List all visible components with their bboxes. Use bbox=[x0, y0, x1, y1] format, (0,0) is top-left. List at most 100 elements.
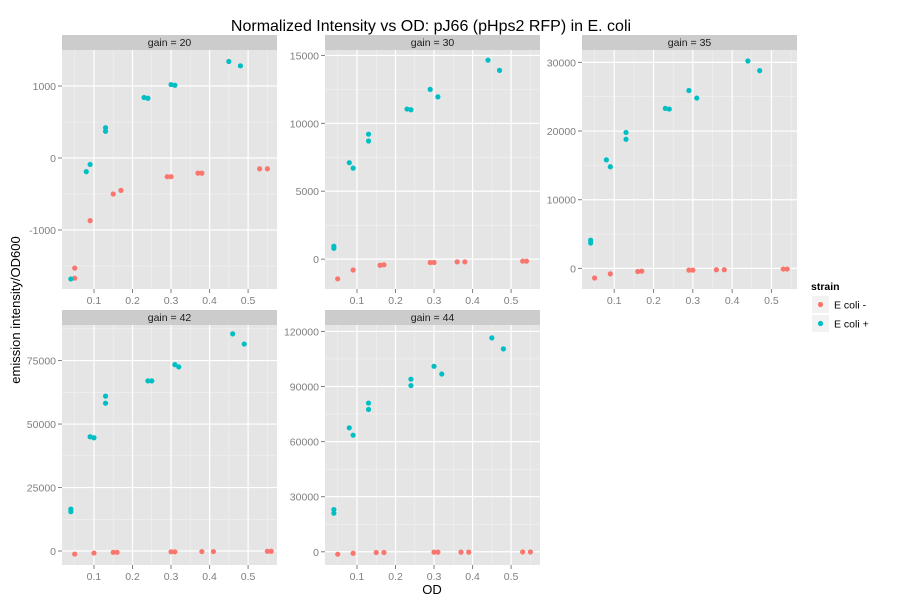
y-tick-label: 120000 bbox=[284, 326, 319, 338]
legend-title: strain bbox=[811, 281, 840, 293]
data-point-ecoli-plus bbox=[365, 400, 372, 406]
legend-label: E coli + bbox=[834, 319, 869, 331]
data-point-ecoli-minus bbox=[635, 268, 641, 275]
y-tick-label: 0 bbox=[50, 546, 56, 558]
data-point-ecoli-minus bbox=[172, 549, 178, 555]
panel-background bbox=[62, 50, 277, 289]
data-point-ecoli-minus bbox=[335, 276, 341, 282]
x-tick-label: 0.1 bbox=[607, 295, 622, 307]
data-point-ecoli-plus bbox=[666, 106, 672, 112]
data-point-ecoli-plus bbox=[68, 276, 74, 282]
panel-gain-35: gain = 35 0 10000 20000 30000 0.1 0.2 0.3 0.4 0.5 bbox=[547, 35, 797, 307]
facet-strip-label: gain = 30 bbox=[411, 37, 455, 49]
data-point-ecoli-plus bbox=[496, 67, 503, 73]
data-point-ecoli-plus bbox=[745, 58, 751, 64]
x-tick-label: 0.2 bbox=[125, 295, 140, 307]
data-point-ecoli-plus bbox=[172, 362, 178, 368]
data-point-ecoli-minus bbox=[454, 259, 460, 265]
data-point-ecoli-plus bbox=[176, 364, 182, 370]
y-tick-label: 30000 bbox=[290, 492, 319, 504]
data-point-ecoli-minus bbox=[110, 191, 116, 197]
data-point-ecoli-plus bbox=[68, 509, 74, 515]
x-tick-label: 0.4 bbox=[465, 571, 480, 583]
x-tick-label: 0.5 bbox=[764, 295, 779, 307]
data-point-ecoli-minus bbox=[350, 267, 356, 273]
legend-marker bbox=[817, 320, 824, 327]
data-point-ecoli-plus bbox=[404, 106, 410, 112]
data-point-ecoli-minus bbox=[264, 548, 270, 554]
data-point-ecoli-minus bbox=[199, 548, 205, 555]
facet-strip bbox=[325, 35, 540, 50]
data-point-ecoli-minus bbox=[381, 549, 387, 556]
data-point-ecoli-plus bbox=[230, 331, 236, 337]
data-point-ecoli-plus bbox=[408, 382, 414, 389]
data-point-ecoli-minus bbox=[427, 259, 433, 266]
data-point-ecoli-minus bbox=[462, 259, 468, 265]
data-point-ecoli-minus bbox=[268, 548, 274, 554]
data-point-ecoli-plus bbox=[145, 95, 151, 101]
x-tick-label: 0.2 bbox=[388, 571, 403, 583]
data-point-ecoli-plus bbox=[485, 57, 491, 63]
data-point-ecoli-plus bbox=[331, 506, 337, 513]
data-point-ecoli-plus bbox=[141, 94, 147, 101]
y-tick-label: 20000 bbox=[547, 126, 576, 138]
data-point-ecoli-minus bbox=[466, 549, 472, 555]
data-point-ecoli-plus bbox=[439, 371, 445, 377]
x-tick-label: 0.3 bbox=[164, 571, 179, 583]
facet-strip bbox=[325, 310, 540, 325]
data-point-ecoli-plus bbox=[757, 68, 763, 74]
data-point-ecoli-plus bbox=[588, 240, 594, 246]
data-point-ecoli-plus bbox=[662, 105, 668, 111]
x-tick-label: 0.1 bbox=[350, 295, 365, 307]
data-point-ecoli-minus bbox=[373, 549, 379, 556]
data-point-ecoli-plus bbox=[102, 400, 109, 406]
x-tick-label: 0.2 bbox=[388, 295, 403, 307]
x-tick-label: 0.1 bbox=[350, 571, 365, 583]
chart-title: Normalized Intensity vs OD: pJ66 (pHps2 … bbox=[231, 18, 631, 35]
data-point-ecoli-plus bbox=[237, 63, 243, 69]
data-point-ecoli-plus bbox=[408, 107, 414, 113]
panel-background bbox=[62, 325, 277, 565]
panel-gain-20: gain = 20 -1000 0 1000 0.1 0.2 0.3 0.4 0.5 bbox=[29, 35, 277, 307]
y-tick-label: 10000 bbox=[547, 195, 576, 207]
data-point-ecoli-minus bbox=[686, 267, 692, 273]
y-tick-label: 0 bbox=[313, 547, 319, 559]
y-tick-label: 1000 bbox=[33, 81, 57, 93]
data-point-ecoli-minus bbox=[431, 549, 437, 555]
data-point-ecoli-minus bbox=[164, 174, 170, 180]
data-point-ecoli-minus bbox=[199, 170, 205, 176]
y-tick-label: 0 bbox=[50, 153, 56, 165]
data-point-ecoli-plus bbox=[102, 128, 109, 134]
x-tick-label: 0.4 bbox=[465, 295, 480, 307]
x-tick-label: 0.4 bbox=[725, 295, 740, 307]
y-tick-label: 5000 bbox=[296, 186, 320, 198]
data-point-ecoli-plus bbox=[365, 138, 372, 144]
data-point-ecoli-plus bbox=[694, 95, 700, 101]
data-point-ecoli-minus bbox=[713, 267, 720, 273]
data-point-ecoli-plus bbox=[350, 165, 356, 171]
legend: strain E coli - E coli + bbox=[811, 281, 869, 332]
data-point-ecoli-minus bbox=[335, 551, 341, 557]
data-point-ecoli-plus bbox=[331, 510, 337, 516]
data-point-ecoli-plus bbox=[365, 406, 372, 413]
y-tick-label: 25000 bbox=[27, 483, 56, 495]
data-point-ecoli-minus bbox=[784, 266, 790, 272]
data-point-ecoli-plus bbox=[172, 82, 178, 88]
data-point-ecoli-plus bbox=[365, 131, 372, 137]
x-tick-label: 0.1 bbox=[87, 571, 102, 583]
y-tick-label: 30000 bbox=[547, 57, 576, 69]
data-point-ecoli-minus bbox=[458, 549, 464, 555]
data-point-ecoli-minus bbox=[431, 259, 437, 266]
data-point-ecoli-minus bbox=[520, 549, 526, 555]
data-point-ecoli-minus bbox=[168, 549, 174, 555]
y-tick-label: 50000 bbox=[27, 419, 56, 431]
y-tick-label: 90000 bbox=[290, 382, 319, 394]
y-tick-label: -1000 bbox=[29, 225, 56, 237]
data-point-ecoli-minus bbox=[114, 549, 120, 555]
data-point-ecoli-plus bbox=[607, 164, 613, 170]
data-point-ecoli-minus bbox=[72, 551, 78, 557]
data-point-ecoli-plus bbox=[226, 58, 232, 65]
y-tick-label: 15000 bbox=[290, 50, 319, 62]
